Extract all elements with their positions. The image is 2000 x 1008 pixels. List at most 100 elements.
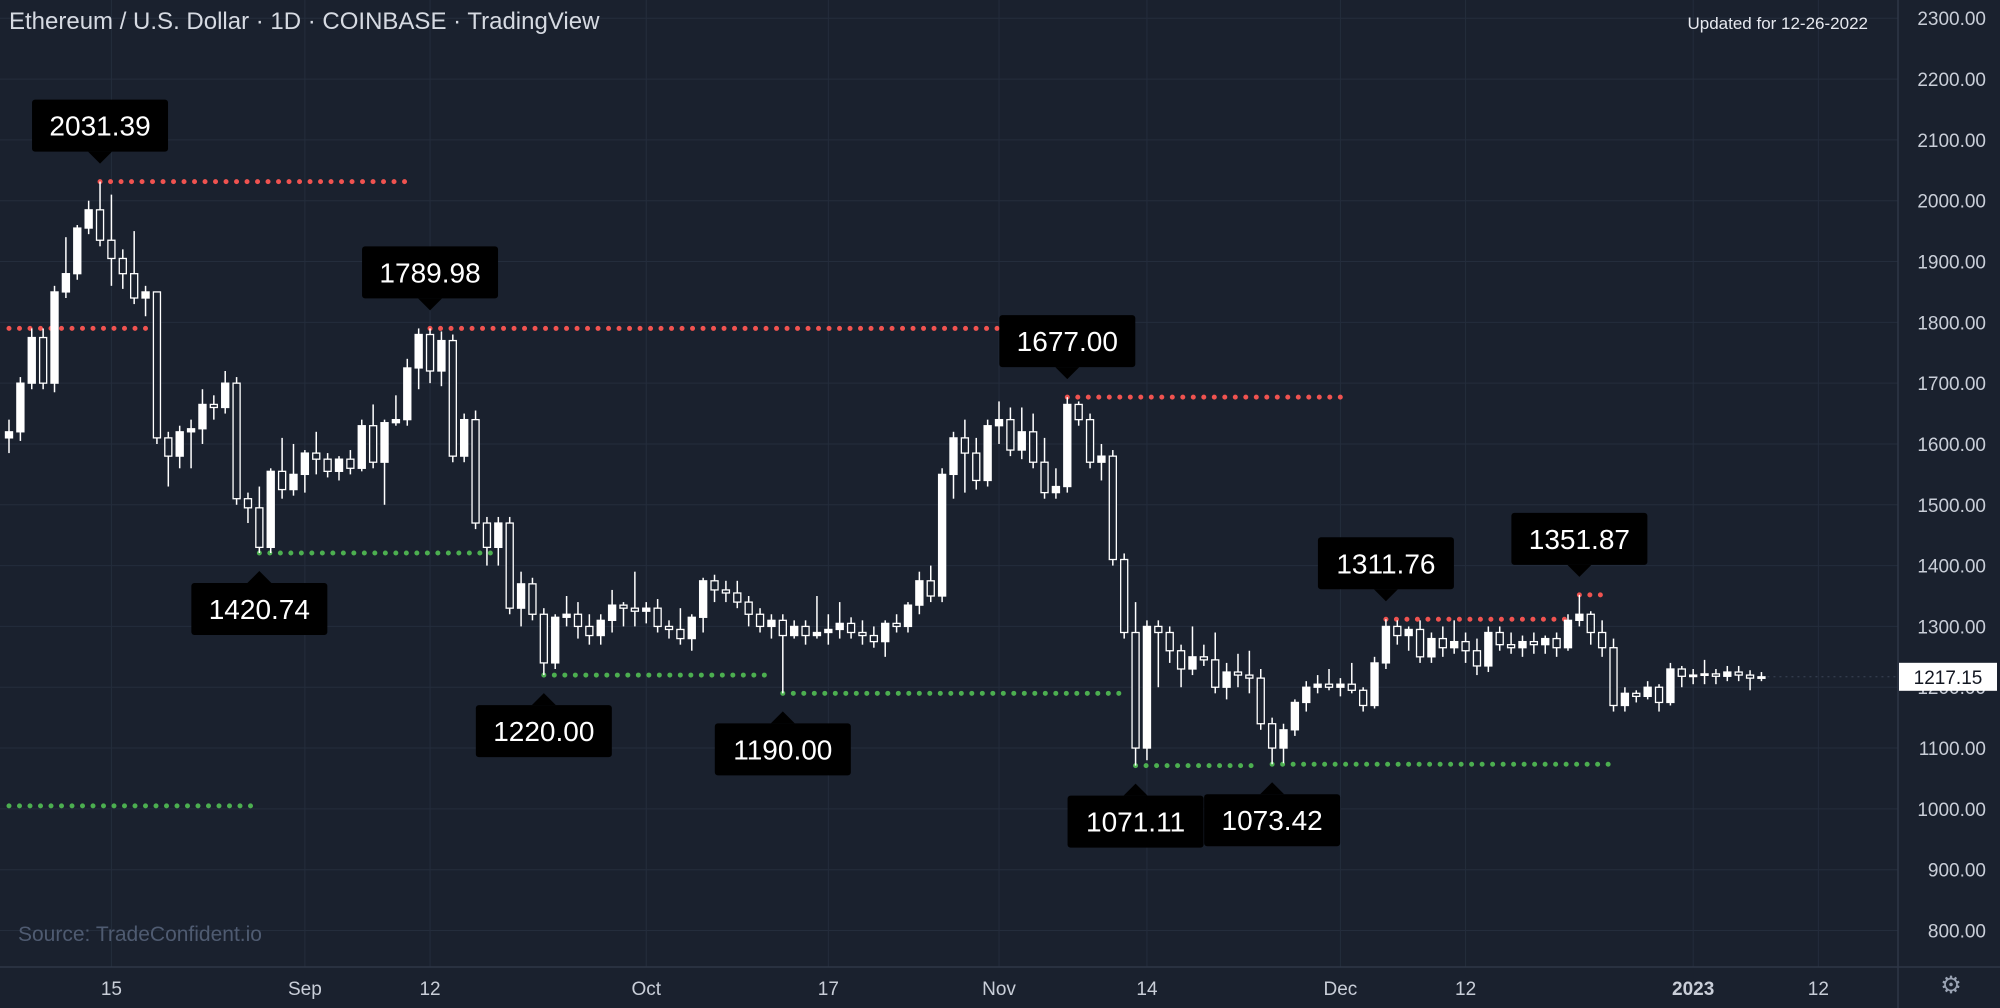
candle [1222,662,1231,700]
candle [755,608,765,633]
candle [1336,678,1345,697]
candle [84,200,93,235]
candle-body [1336,683,1345,688]
y-tick-label: 1600.00 [1917,435,1986,456]
candle [448,334,457,463]
candle [494,516,503,566]
candle [585,614,594,645]
price-label-low: 1220.00 [475,693,612,758]
candle-body [1051,485,1061,494]
candle-body [380,422,389,463]
candle [937,468,947,603]
price-label-box [1067,795,1204,848]
candle [1700,659,1709,685]
candle-body [1313,683,1322,688]
candle [277,437,287,499]
candle [141,285,150,317]
candle-body [562,613,571,618]
candle-body [1404,628,1413,637]
candle-body [607,604,617,621]
price-label-box [714,723,851,776]
gear-icon[interactable]: ⚙ [1940,972,1962,999]
candle [1472,638,1482,676]
candle [1097,443,1106,481]
candle [698,577,708,633]
candle [266,468,275,553]
candle [300,450,310,493]
candle [437,331,446,387]
updated-note: Updated for 12-26-2022 [1687,14,1868,33]
candle [528,577,537,621]
candle [1734,665,1743,682]
candle [1256,668,1265,730]
last-price-marker: 1217.15 [1767,662,1997,691]
candle-body [1040,461,1049,494]
candle-body [1120,558,1129,634]
candle-body [744,601,753,615]
candle-body [346,458,355,469]
candle-body [1222,671,1231,688]
candle [903,602,913,633]
candle-body [1381,625,1391,664]
candle-body [1063,403,1072,488]
candle [1347,662,1356,694]
price-label-box [362,246,499,299]
candle [152,291,162,444]
candle-body [653,607,662,628]
candle [1279,723,1288,764]
candle [1575,594,1584,627]
y-tick-label: 800.00 [1928,922,1986,943]
candle [1063,397,1072,493]
last-price-text: 1217.15 [1914,668,1983,689]
candle [835,602,844,639]
candle [1313,675,1322,694]
y-tick-label: 1900.00 [1917,253,1986,274]
candle [16,377,25,441]
candle [380,419,389,505]
candle [1427,632,1436,663]
price-label-text: 1789.98 [379,257,480,288]
candle [186,419,196,469]
price-label-low: 1420.74 [191,570,328,635]
candle-body [368,425,378,463]
candle [1552,632,1561,657]
candle-body [494,522,503,549]
candle-body [1415,628,1425,658]
price-annotations: 2031.39 1789.98 1677.00 1311.76 1351.87 1420.… [32,99,1648,848]
candle-body [539,613,549,664]
candle-body [698,580,708,618]
candle-body [1131,631,1140,749]
candle [1643,681,1652,700]
x-tick-label: 12 [419,979,440,1000]
candle [1541,635,1550,654]
candle-body [1176,650,1186,670]
candle [926,565,935,603]
candle-body [277,470,287,491]
candle-body [95,209,105,241]
candle [471,410,480,530]
candle-body [1393,625,1402,637]
candle [95,181,105,247]
candle [1688,668,1698,685]
candle-body [1563,619,1573,649]
candle [243,492,253,524]
candle-body [175,431,184,457]
candle-body [721,589,731,594]
candle [1666,662,1675,706]
candle-body [1472,650,1482,667]
candle [824,614,833,645]
candle [710,574,719,603]
candle-body [414,333,423,369]
candle-body [1290,701,1300,731]
candle-body [1552,637,1561,649]
candle [1563,614,1573,651]
candle-body [118,257,127,275]
candle-body [960,437,970,454]
x-tick-label: Dec [1324,979,1358,1000]
candle-body [1245,674,1254,679]
candle-body [73,227,82,275]
candle-body [1677,668,1686,677]
